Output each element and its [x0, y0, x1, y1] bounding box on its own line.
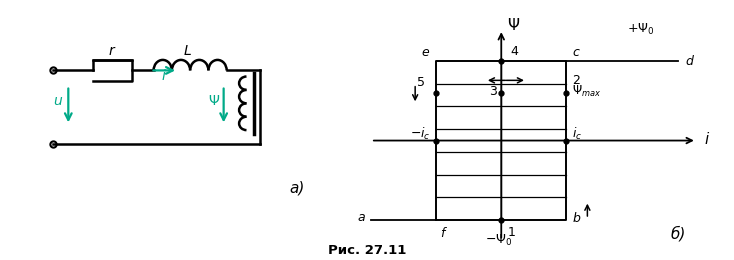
Text: $-\Psi_0$: $-\Psi_0$ — [485, 232, 512, 248]
Text: $i_c$: $i_c$ — [572, 126, 582, 142]
Text: б): б) — [670, 226, 686, 241]
Text: $2$: $2$ — [572, 74, 581, 87]
Text: $a$: $a$ — [357, 211, 366, 224]
Text: $-i_c$: $-i_c$ — [410, 126, 431, 142]
Text: $5$: $5$ — [415, 76, 424, 89]
Text: $4$: $4$ — [509, 45, 519, 58]
Text: $i$: $i$ — [161, 68, 167, 83]
Text: $L$: $L$ — [183, 44, 192, 58]
Text: $b$: $b$ — [572, 211, 581, 225]
Text: $\Psi$: $\Psi$ — [507, 17, 520, 33]
Text: $i$: $i$ — [704, 131, 710, 147]
Text: $d$: $d$ — [685, 54, 695, 68]
Text: $\Psi$: $\Psi$ — [208, 94, 221, 108]
Text: $c$: $c$ — [572, 46, 581, 59]
Text: $+\Psi_0$: $+\Psi_0$ — [627, 22, 655, 37]
Text: $\Psi_{max}$: $\Psi_{max}$ — [572, 84, 601, 99]
Text: а): а) — [289, 180, 305, 195]
Text: $u$: $u$ — [53, 94, 62, 108]
Text: Рис. 27.11: Рис. 27.11 — [328, 244, 406, 257]
Text: $r$: $r$ — [108, 44, 117, 58]
Text: $f$: $f$ — [440, 226, 448, 240]
Text: $e$: $e$ — [421, 46, 431, 59]
Text: $3$: $3$ — [489, 85, 498, 98]
Text: $1$: $1$ — [507, 226, 515, 239]
